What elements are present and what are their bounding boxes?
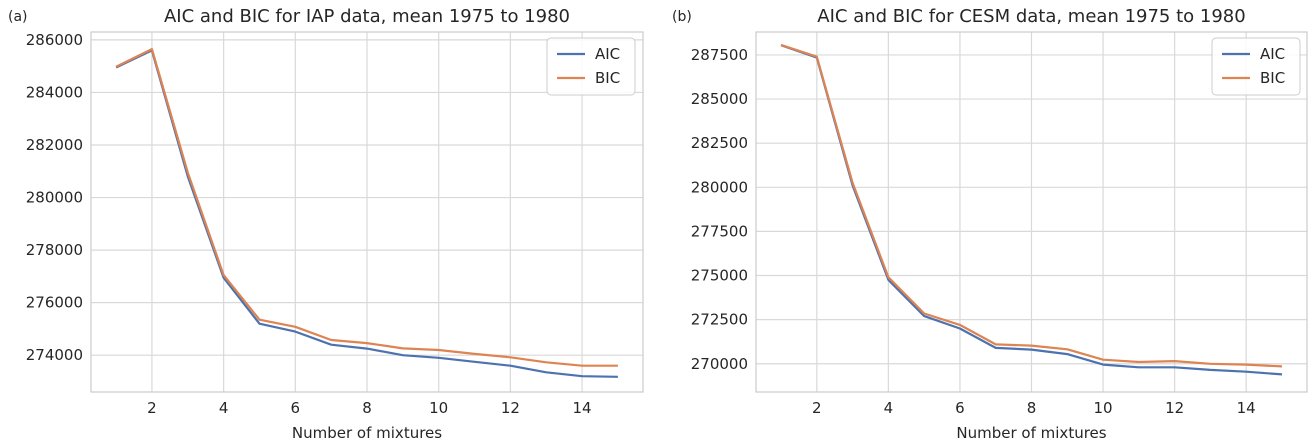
x-tick-label: 10	[1094, 399, 1113, 417]
chart-panel-a: 2 4 6 8 10 12 14 274000 276000 278000 280000 282000…	[8, 6, 644, 442]
x-tick-label: 6	[955, 399, 965, 417]
x-tick-label: 14	[1237, 399, 1256, 417]
x-tick-label: 4	[884, 399, 894, 417]
y-tick-label: 284000	[26, 83, 83, 101]
y-tick-label: 272500	[691, 311, 748, 329]
x-tick-label: 4	[219, 399, 229, 417]
legend-label-aic: AIC	[1260, 45, 1285, 63]
chart-panel-b: 2 4 6 8 10 12 14 270000 272500 275000 277500 280000…	[672, 6, 1308, 442]
x-tick-label: 12	[1165, 399, 1184, 417]
y-tick-label: 276000	[26, 294, 83, 312]
x-tick-label: 2	[147, 399, 157, 417]
y-tick-label: 285000	[691, 90, 748, 108]
y-tick-label: 274000	[26, 346, 83, 364]
plot-frame	[755, 31, 1308, 393]
y-tick-label: 286000	[26, 31, 83, 49]
legend-label-aic: AIC	[595, 45, 620, 63]
legend: AIC BIC	[1211, 37, 1301, 96]
x-tick-label: 2	[812, 399, 822, 417]
series-line-aic	[115, 49, 618, 378]
y-tick-label: 282000	[26, 136, 83, 154]
plot-frame	[90, 31, 644, 393]
y-tick-label: 287500	[691, 46, 748, 64]
x-axis-label: Number of mixtures	[292, 424, 442, 442]
chart-title: AIC and BIC for IAP data, mean 1975 to 1…	[164, 6, 570, 27]
series-line-bic	[780, 43, 1283, 368]
x-tick-label: 10	[429, 399, 448, 417]
legend-box	[546, 37, 636, 96]
legend-label-bic: BIC	[595, 69, 620, 87]
x-tick-label: 8	[362, 399, 372, 417]
x-tick-label: 14	[573, 399, 592, 417]
y-tick-label: 280000	[26, 189, 83, 207]
panel-label: (b)	[672, 9, 692, 25]
y-tick-label: 275000	[691, 267, 748, 285]
series-line-bic	[115, 47, 618, 367]
x-tick-label: 12	[501, 399, 520, 417]
x-axis-label: Number of mixtures	[956, 424, 1106, 442]
y-tick-label: 270000	[691, 355, 748, 373]
legend-box	[1211, 37, 1301, 96]
y-tick-label: 278000	[26, 241, 83, 259]
chart-title: AIC and BIC for CESM data, mean 1975 to …	[817, 6, 1245, 27]
y-tick-label: 282500	[691, 134, 748, 152]
legend: AIC BIC	[546, 37, 636, 96]
y-tick-label: 277500	[691, 222, 748, 240]
panel-label: (a)	[8, 9, 28, 25]
x-tick-label: 6	[291, 399, 301, 417]
y-tick-label: 280000	[691, 178, 748, 196]
legend-label-bic: BIC	[1260, 69, 1285, 87]
x-tick-label: 8	[1027, 399, 1037, 417]
